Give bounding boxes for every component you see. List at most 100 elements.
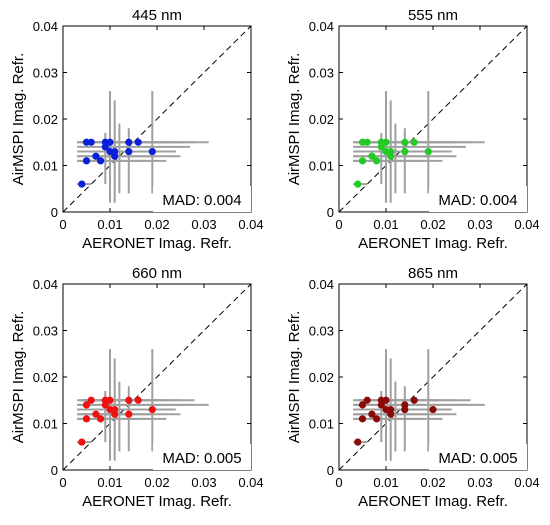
x-axis-label: AERONET Imag. Refr.: [82, 235, 232, 252]
data-point: [363, 396, 371, 404]
data-point: [358, 157, 367, 165]
data-point: [368, 152, 376, 160]
x-tick-label: 0.04: [238, 217, 263, 232]
x-tick-label: 0.03: [467, 475, 492, 490]
one-to-one-line: [339, 284, 527, 470]
y-tick-label: 0.01: [33, 159, 58, 174]
x-tick-label: 0.02: [144, 217, 169, 232]
plot-content: [63, 26, 251, 212]
data-point: [148, 147, 156, 156]
data-point: [82, 415, 91, 423]
x-tick-label: 0.01: [97, 475, 122, 490]
y-tick-label: 0.03: [33, 324, 58, 339]
data-point: [87, 138, 95, 146]
y-axis-label: AirMSPI Imag. Refr.: [10, 53, 27, 186]
data-point: [125, 410, 133, 418]
chart-title: 555 nm: [408, 7, 458, 24]
x-tick-label: 0.03: [467, 217, 492, 232]
data-point: [387, 147, 395, 156]
data-point: [78, 438, 86, 446]
chart-panel: 0 0.01 0.02 0.03 0.04 0 0.01 0.02 0.03 0.04 660 nm…: [10, 265, 264, 510]
data-point: [111, 405, 119, 414]
data-point: [373, 415, 381, 423]
x-tick-label: 0.04: [514, 217, 539, 232]
y-tick-label: 0: [51, 205, 58, 220]
data-point: [111, 147, 119, 156]
y-tick-label: 0.04: [33, 277, 58, 292]
mad-annotation: MAD: 0.004: [162, 192, 241, 209]
y-tick-label: 0.02: [33, 112, 58, 127]
one-to-one-line: [63, 284, 251, 470]
data-point: [92, 410, 100, 418]
y-tick-label: 0: [327, 205, 334, 220]
chart-panel: 0 0.01 0.02 0.03 0.04 0 0.01 0.02 0.03 0.04 445 nm…: [10, 7, 264, 252]
plot-content: [339, 284, 527, 470]
y-tick-label: 0.02: [33, 370, 58, 385]
data-point: [125, 396, 133, 404]
one-to-one-line: [63, 26, 251, 212]
chart-title: 865 nm: [408, 265, 458, 282]
data-point: [401, 138, 409, 146]
mad-box: [153, 186, 251, 212]
chart-title: 445 nm: [132, 7, 182, 24]
x-tick-label: 0: [335, 475, 342, 490]
x-tick-label: 0.04: [238, 475, 263, 490]
data-point: [401, 147, 409, 156]
data-point: [401, 401, 409, 409]
y-tick-label: 0.04: [309, 277, 334, 292]
x-tick-label: 0.01: [373, 217, 398, 232]
x-tick-label: 0.01: [373, 475, 398, 490]
data-point: [106, 138, 114, 146]
data-point: [134, 138, 142, 146]
x-tick-label: 0.02: [420, 217, 445, 232]
y-tick-label: 0.01: [309, 159, 334, 174]
mad-annotation: MAD: 0.004: [438, 192, 517, 209]
y-tick-label: 0.01: [33, 417, 58, 432]
data-point: [125, 147, 133, 156]
data-point: [87, 396, 95, 404]
data-point: [368, 410, 376, 418]
x-tick-label: 0.02: [420, 475, 445, 490]
x-tick-label: 0.03: [191, 217, 216, 232]
data-point: [97, 415, 105, 423]
x-tick-label: 0.01: [97, 217, 122, 232]
mad-box: [429, 186, 527, 212]
data-point: [106, 396, 114, 404]
x-axis-label: AERONET Imag. Refr.: [358, 235, 508, 252]
y-axis-label: AirMSPI Imag. Refr.: [286, 311, 303, 444]
chart-title: 660 nm: [132, 265, 182, 282]
x-tick-label: 0: [59, 475, 66, 490]
y-tick-label: 0.04: [309, 19, 334, 34]
data-point: [382, 138, 390, 146]
data-point: [148, 405, 156, 414]
one-to-one-line: [339, 26, 527, 212]
mad-annotation: MAD: 0.005: [162, 450, 241, 467]
x-tick-label: 0: [335, 217, 342, 232]
y-tick-label: 0.03: [33, 66, 58, 81]
y-tick-label: 0: [51, 463, 58, 478]
data-point: [134, 396, 142, 404]
data-point: [410, 396, 418, 404]
mad-annotation: MAD: 0.005: [438, 450, 517, 467]
data-point: [363, 138, 371, 146]
data-point: [387, 405, 395, 414]
chart-panel: 0 0.01 0.02 0.03 0.04 0 0.01 0.02 0.03 0.04 555 nm…: [286, 7, 540, 252]
data-point: [354, 438, 362, 446]
y-tick-label: 0.02: [309, 112, 334, 127]
data-point: [354, 180, 362, 188]
data-point: [358, 415, 367, 423]
plot-content: [63, 284, 251, 470]
data-point: [358, 401, 367, 409]
y-tick-label: 0: [327, 463, 334, 478]
x-tick-label: 0: [59, 217, 66, 232]
data-point: [424, 147, 432, 156]
data-point: [382, 396, 390, 404]
data-point: [82, 401, 91, 409]
y-tick-label: 0.01: [309, 417, 334, 432]
y-tick-label: 0.04: [33, 19, 58, 34]
data-point: [78, 180, 86, 188]
data-point: [82, 157, 91, 165]
x-tick-label: 0.04: [514, 475, 539, 490]
data-point: [429, 405, 437, 414]
y-axis-label: AirMSPI Imag. Refr.: [286, 53, 303, 186]
